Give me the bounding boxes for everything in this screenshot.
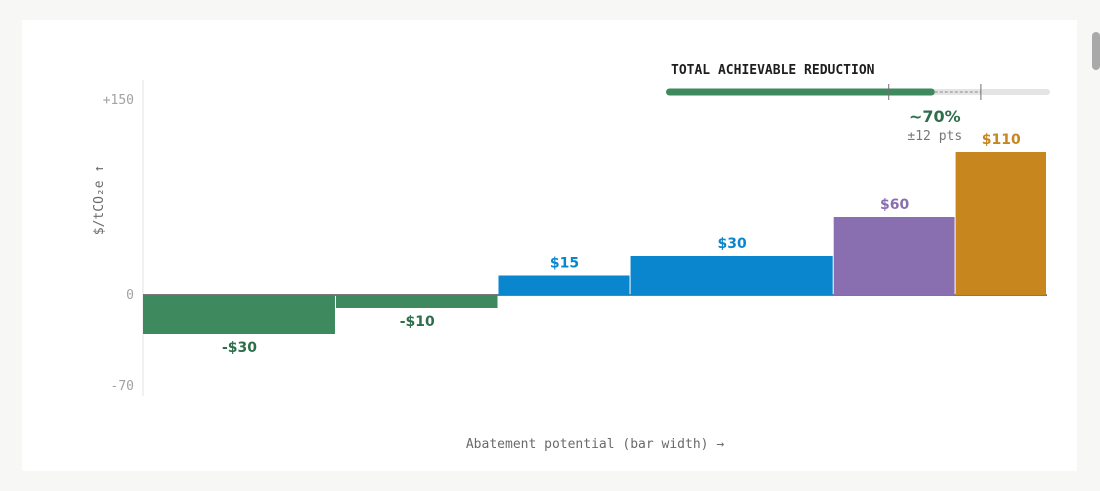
bar-value-label: -$30 xyxy=(222,340,257,356)
bars xyxy=(143,152,1046,334)
bar-value-label: -$10 xyxy=(400,314,435,330)
bar-6 xyxy=(955,152,1046,295)
y-tick-label: +150 xyxy=(103,93,134,108)
bar-1 xyxy=(143,295,335,334)
bar-2 xyxy=(335,295,498,308)
total-reduction-fill xyxy=(666,88,935,96)
bar-value-label: $110 xyxy=(982,132,1021,148)
bar-value-label: $60 xyxy=(880,197,909,213)
y-axis-label: $/tCO₂e ↑ xyxy=(92,165,107,235)
bar-5 xyxy=(833,217,955,295)
bar-labels: -$30 -$10 $15 $30 $60 $110 xyxy=(222,132,1021,356)
bar-4 xyxy=(630,256,833,295)
y-tick-label: -70 xyxy=(111,379,134,394)
total-reduction-uncertainty: ±12 pts xyxy=(907,129,962,144)
bar-value-label: $15 xyxy=(550,256,579,272)
scrollbar-thumb[interactable] xyxy=(1092,32,1100,70)
total-reduction-title: TOTAL ACHIEVABLE REDUCTION xyxy=(671,63,875,78)
total-reduction-value: ~70% xyxy=(909,107,961,126)
bar-3 xyxy=(498,275,630,295)
x-axis-label: Abatement potential (bar width) → xyxy=(466,437,724,452)
y-tick-label: 0 xyxy=(126,288,134,303)
total-reduction-panel: TOTAL ACHIEVABLE REDUCTION ~70% ±12 pts xyxy=(666,63,1050,144)
bar-value-label: $30 xyxy=(718,236,747,252)
